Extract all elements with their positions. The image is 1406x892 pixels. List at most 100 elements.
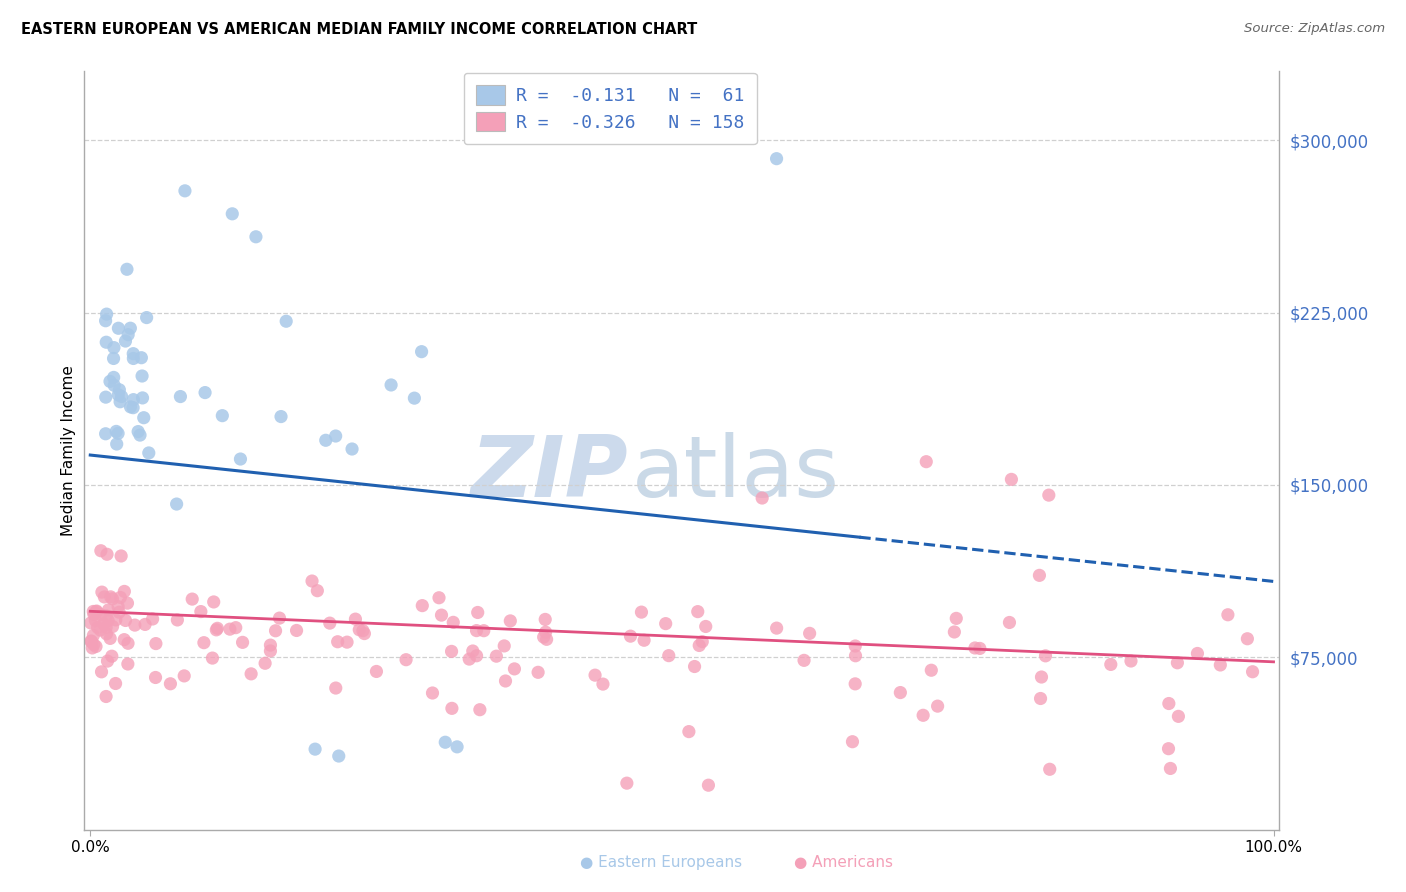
Point <box>112 632 135 647</box>
Point <box>927 699 949 714</box>
Point <box>134 617 156 632</box>
Point <box>103 378 125 392</box>
Point <box>1029 691 1052 706</box>
Point <box>1000 472 1022 486</box>
Point <box>94 314 117 328</box>
Point <box>96 654 118 668</box>
Point <box>80 634 103 648</box>
Point <box>697 778 720 792</box>
Point <box>89 623 111 637</box>
Point <box>411 599 433 613</box>
Point <box>93 617 115 632</box>
Point <box>94 426 117 441</box>
Point <box>1099 657 1122 672</box>
Point <box>100 590 122 604</box>
Legend: R =  -0.131   N =  61, R =  -0.326   N = 158: R = -0.131 N = 61, R = -0.326 N = 158 <box>464 73 756 145</box>
Point <box>96 547 118 561</box>
Point <box>117 636 139 650</box>
Point <box>97 603 120 617</box>
Point <box>207 621 229 635</box>
Point <box>90 665 112 679</box>
Point <box>173 669 195 683</box>
Point <box>193 635 215 649</box>
Point <box>943 624 966 639</box>
Point <box>225 621 247 635</box>
Point <box>194 385 217 400</box>
Point <box>80 615 103 630</box>
Y-axis label: Median Family Income: Median Family Income <box>60 365 76 536</box>
Point <box>117 596 139 610</box>
Point <box>658 648 681 663</box>
Point <box>166 497 188 511</box>
Point <box>122 392 145 407</box>
Point <box>503 662 526 676</box>
Point <box>344 612 367 626</box>
Point <box>83 638 105 652</box>
Point <box>411 344 433 359</box>
Point <box>485 649 508 664</box>
Point <box>527 665 550 680</box>
Point <box>98 375 121 389</box>
Point <box>96 620 118 634</box>
Point <box>920 663 942 677</box>
Point <box>105 437 128 451</box>
Point <box>86 605 108 619</box>
Point <box>107 388 129 402</box>
Point <box>325 681 347 695</box>
Point <box>259 638 281 652</box>
Point <box>304 742 326 756</box>
Point <box>301 574 323 588</box>
Point <box>110 591 132 605</box>
Point <box>366 665 388 679</box>
Point <box>103 351 125 366</box>
Point <box>695 619 717 633</box>
Point <box>686 605 709 619</box>
Point <box>90 543 112 558</box>
Point <box>844 639 866 653</box>
Point <box>270 409 292 424</box>
Point <box>145 637 167 651</box>
Point <box>202 595 225 609</box>
Point <box>114 614 136 628</box>
Point <box>101 619 124 633</box>
Point <box>915 455 938 469</box>
Point <box>129 428 152 442</box>
Point <box>97 614 120 628</box>
Point <box>94 390 117 404</box>
Point <box>349 623 371 637</box>
Point <box>1167 709 1189 723</box>
Point <box>683 659 706 673</box>
Point <box>142 612 165 626</box>
Point <box>963 640 986 655</box>
Point <box>107 599 129 614</box>
Point <box>751 491 773 505</box>
Point <box>446 739 468 754</box>
Point <box>108 394 131 409</box>
Point <box>96 307 118 321</box>
Point <box>427 591 450 605</box>
Point <box>83 607 105 622</box>
Point <box>221 207 243 221</box>
Point <box>135 310 157 325</box>
Point <box>131 369 153 384</box>
Text: EASTERN EUROPEAN VS AMERICAN MEDIAN FAMILY INCOME CORRELATION CHART: EASTERN EUROPEAN VS AMERICAN MEDIAN FAMI… <box>21 22 697 37</box>
Point <box>120 400 142 414</box>
Text: ● Americans: ● Americans <box>794 855 893 870</box>
Point <box>465 624 488 638</box>
Point <box>1035 648 1057 663</box>
Point <box>115 262 138 277</box>
Point <box>96 335 118 350</box>
Point <box>690 634 713 648</box>
Point <box>441 615 464 630</box>
Point <box>276 314 298 328</box>
Point <box>107 321 129 335</box>
Point <box>336 635 359 649</box>
Text: atlas: atlas <box>631 432 839 515</box>
Point <box>1038 488 1060 502</box>
Point <box>264 624 287 638</box>
Point <box>630 605 652 619</box>
Point <box>380 378 402 392</box>
Point <box>534 612 557 626</box>
Point <box>201 651 224 665</box>
Point <box>1241 665 1264 679</box>
